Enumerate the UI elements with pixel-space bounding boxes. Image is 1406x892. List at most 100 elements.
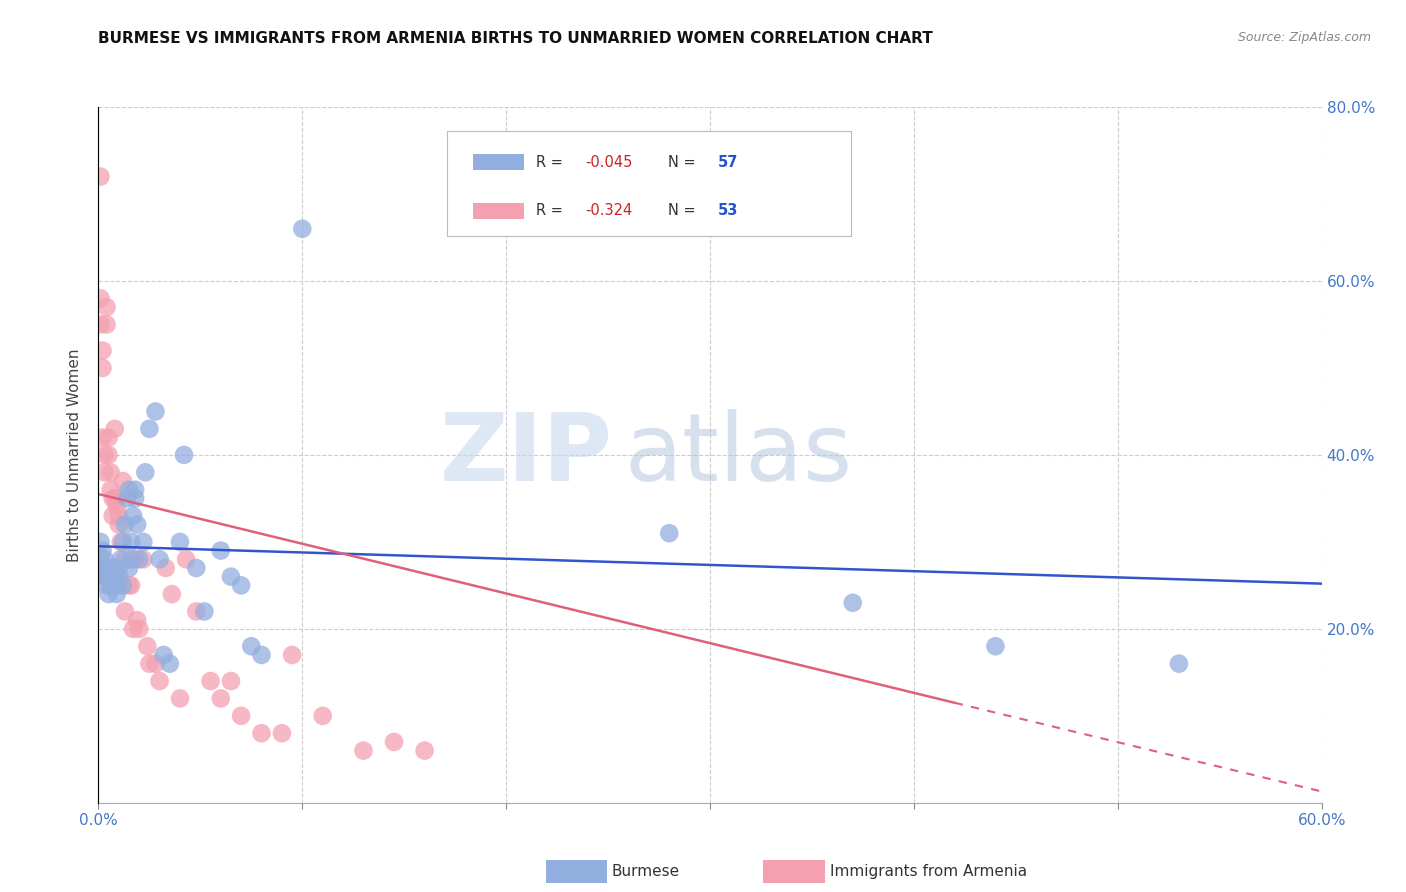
Point bbox=[841, 596, 863, 610]
Point bbox=[138, 657, 160, 671]
Point bbox=[108, 561, 131, 575]
Point bbox=[91, 343, 114, 358]
Point bbox=[101, 561, 124, 575]
Point bbox=[155, 561, 177, 575]
Point bbox=[352, 744, 374, 758]
Point bbox=[186, 561, 208, 575]
Point bbox=[291, 221, 314, 235]
Point bbox=[104, 561, 127, 575]
FancyBboxPatch shape bbox=[472, 203, 524, 219]
Point bbox=[93, 448, 115, 462]
Point bbox=[128, 552, 150, 566]
Point bbox=[281, 648, 304, 662]
Point bbox=[108, 570, 131, 584]
Point bbox=[174, 552, 197, 566]
Point bbox=[96, 300, 118, 314]
Text: -0.324: -0.324 bbox=[585, 203, 633, 219]
Point bbox=[145, 404, 167, 418]
Point bbox=[169, 534, 191, 549]
Point bbox=[250, 648, 273, 662]
Point bbox=[231, 578, 253, 592]
Text: ZIP: ZIP bbox=[439, 409, 612, 501]
Point bbox=[110, 552, 132, 566]
Point bbox=[231, 708, 253, 723]
Text: R =: R = bbox=[536, 203, 568, 219]
Point bbox=[120, 578, 142, 592]
Point bbox=[89, 552, 111, 566]
Point bbox=[96, 570, 118, 584]
Point bbox=[89, 534, 111, 549]
Point bbox=[105, 578, 128, 592]
Point bbox=[104, 570, 127, 584]
Point bbox=[160, 587, 183, 601]
Point bbox=[209, 691, 232, 706]
Point bbox=[270, 726, 294, 740]
Point bbox=[97, 448, 120, 462]
Point bbox=[93, 570, 115, 584]
Text: 53: 53 bbox=[717, 203, 738, 219]
Point bbox=[89, 318, 111, 332]
Point bbox=[101, 578, 124, 592]
Text: N =: N = bbox=[668, 154, 700, 169]
Point bbox=[159, 657, 181, 671]
Point bbox=[193, 605, 215, 619]
Point bbox=[128, 622, 150, 636]
Text: 57: 57 bbox=[717, 154, 738, 169]
Point bbox=[149, 552, 172, 566]
Point bbox=[209, 543, 232, 558]
Point bbox=[124, 483, 146, 497]
Point bbox=[114, 552, 136, 566]
Point bbox=[250, 726, 273, 740]
FancyBboxPatch shape bbox=[472, 154, 524, 169]
Point bbox=[108, 508, 131, 523]
Point bbox=[1167, 657, 1189, 671]
Point bbox=[115, 491, 138, 506]
Point bbox=[173, 448, 195, 462]
Text: atlas: atlas bbox=[624, 409, 852, 501]
Point bbox=[127, 613, 149, 627]
FancyBboxPatch shape bbox=[447, 131, 851, 235]
Point bbox=[89, 169, 111, 184]
Point bbox=[658, 526, 681, 541]
Text: BURMESE VS IMMIGRANTS FROM ARMENIA BIRTHS TO UNMARRIED WOMEN CORRELATION CHART: BURMESE VS IMMIGRANTS FROM ARMENIA BIRTH… bbox=[98, 31, 934, 46]
Point bbox=[169, 691, 191, 706]
Point bbox=[120, 552, 142, 566]
Text: N =: N = bbox=[668, 203, 700, 219]
Point bbox=[124, 491, 146, 506]
Text: -0.045: -0.045 bbox=[585, 154, 633, 169]
Point bbox=[120, 534, 142, 549]
Point bbox=[110, 534, 132, 549]
Point bbox=[91, 360, 114, 375]
Point bbox=[97, 587, 120, 601]
Point bbox=[118, 578, 141, 592]
Text: Immigrants from Armenia: Immigrants from Armenia bbox=[830, 864, 1026, 879]
Point bbox=[134, 466, 156, 480]
Point bbox=[118, 561, 141, 575]
Point bbox=[132, 552, 155, 566]
Point bbox=[122, 508, 145, 523]
Point bbox=[96, 561, 118, 575]
Point bbox=[186, 605, 208, 619]
Point bbox=[91, 543, 114, 558]
Point bbox=[108, 517, 131, 532]
Point bbox=[114, 605, 136, 619]
Point bbox=[124, 552, 146, 566]
Y-axis label: Births to Unmarried Women: Births to Unmarried Women bbox=[67, 348, 83, 562]
Point bbox=[149, 674, 172, 689]
Point bbox=[105, 587, 128, 601]
Point bbox=[97, 570, 120, 584]
Point bbox=[93, 466, 115, 480]
Point bbox=[136, 639, 159, 653]
Text: Burmese: Burmese bbox=[612, 864, 679, 879]
Point bbox=[101, 491, 124, 506]
Point bbox=[219, 674, 242, 689]
Point bbox=[100, 466, 122, 480]
Point bbox=[118, 483, 141, 497]
Point bbox=[152, 648, 174, 662]
Point bbox=[100, 578, 122, 592]
Point bbox=[100, 483, 122, 497]
Point bbox=[105, 491, 128, 506]
Point bbox=[104, 491, 127, 506]
Point bbox=[101, 508, 124, 523]
Point bbox=[413, 744, 436, 758]
